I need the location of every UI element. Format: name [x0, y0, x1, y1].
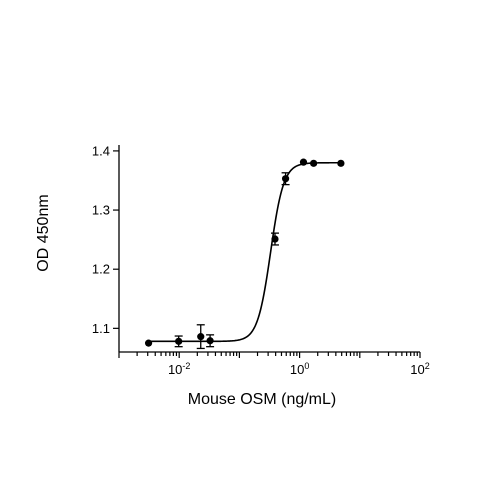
data-point	[299, 158, 308, 166]
x-ticks: 10-2 100 102	[118, 352, 430, 377]
y-axis-label: OD 450nm	[35, 194, 52, 271]
x-tick-label: 102	[410, 361, 429, 377]
data-point	[271, 235, 279, 243]
data-point	[206, 337, 214, 345]
x-tick-label: 100	[290, 361, 309, 377]
data-points	[144, 158, 345, 347]
data-point	[197, 333, 205, 341]
y-tick-label: 1.1	[92, 321, 110, 336]
data-point	[175, 337, 183, 345]
x-tick-label: 10-2	[168, 361, 190, 377]
x-axis-label: Mouse OSM (ng/mL)	[188, 391, 336, 408]
data-point	[337, 159, 345, 167]
data-point	[310, 159, 318, 167]
data-point	[281, 175, 290, 183]
y-ticks: 1.1 1.2 1.3 1.4	[92, 143, 119, 336]
y-tick-label: 1.3	[92, 203, 110, 218]
error-bars	[174, 172, 290, 350]
y-tick-label: 1.2	[92, 262, 110, 277]
data-point	[144, 339, 153, 347]
fit-curve	[148, 161, 341, 343]
axes	[118, 145, 420, 353]
y-tick-label: 1.4	[92, 143, 110, 158]
